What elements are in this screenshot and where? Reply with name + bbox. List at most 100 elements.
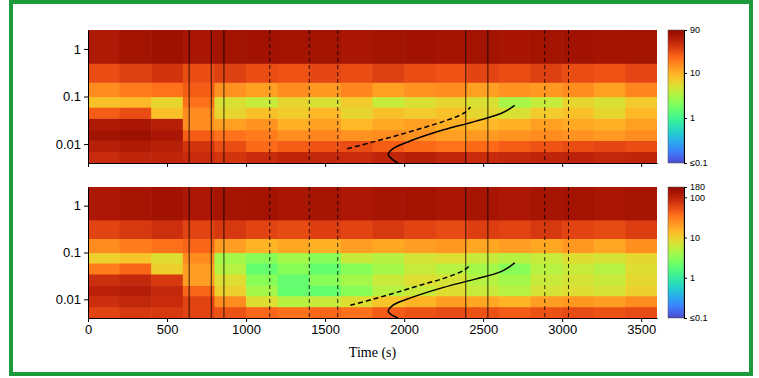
tick: 1000: [232, 318, 261, 337]
heatmap-cell: [625, 307, 657, 318]
heatmap-cell: [120, 107, 152, 119]
heatmap-cell: [309, 187, 341, 220]
tick-mark: [641, 163, 642, 167]
heatmap-cell: [625, 107, 657, 119]
heatmap-cell: [499, 274, 531, 286]
heatmap-cell: [625, 140, 657, 152]
tick-label: 0.1: [63, 245, 81, 260]
heatmap-cell: [88, 285, 120, 296]
tick-mark: [684, 318, 687, 319]
heatmap-cell: [183, 220, 215, 239]
tick-mark: [483, 163, 484, 167]
heatmap-cell: [120, 30, 152, 64]
heatmap-cell: [594, 97, 626, 108]
heatmap-cell: [278, 140, 310, 152]
heatmap-cell: [120, 307, 152, 318]
vertical-line: [189, 30, 190, 163]
vertical-line: [544, 30, 545, 163]
heatmap-cell: [278, 63, 310, 83]
heatmap-cell: [120, 296, 152, 308]
heatmap-cell: [562, 296, 594, 308]
heatmap-cell: [594, 307, 626, 318]
heatmap-cell: [531, 151, 563, 163]
heatmap-cell: [404, 307, 436, 318]
tick: [483, 163, 484, 167]
heatmap-cell: [309, 107, 341, 119]
heatmap-cell: [404, 30, 436, 64]
heatmap-cell: [278, 151, 310, 163]
tick-label: 0: [85, 322, 92, 337]
heatmap-cell: [341, 151, 373, 163]
vertical-line: [211, 30, 212, 163]
heatmap-cell: [120, 220, 152, 239]
heatmap-cell: [467, 296, 499, 308]
heatmap-cell: [594, 285, 626, 296]
heatmap-cell: [467, 151, 499, 163]
heatmap-cell: [309, 274, 341, 286]
heatmap-cell: [88, 118, 120, 130]
heatmap-cell: [562, 118, 594, 130]
axis-line: [89, 318, 658, 319]
heatmap-cell: [467, 263, 499, 275]
heatmap-cell: [309, 253, 341, 264]
tick-label: 100: [690, 193, 705, 203]
heatmap-cell: [594, 130, 626, 141]
heatmap-cell: [404, 253, 436, 264]
tick-mark: [88, 163, 89, 167]
tick: 1: [684, 113, 695, 123]
heatmap-cell: [341, 285, 373, 296]
heatmap-cell: [562, 220, 594, 239]
heatmap-cell: [214, 151, 246, 163]
tick-mark: [84, 49, 88, 50]
tick-label: 0.01: [56, 292, 81, 307]
heatmap-cell: [246, 82, 278, 97]
heatmap-cell: [309, 285, 341, 296]
tick-label: 1: [690, 113, 695, 123]
heatmap-cell: [214, 82, 246, 97]
heatmap-cell: [467, 30, 499, 64]
heatmap-cell: [499, 263, 531, 275]
heatmap-cell: [562, 187, 594, 220]
tick: 10: [684, 233, 700, 243]
heatmap-cell: [341, 63, 373, 83]
tick: 500: [157, 318, 179, 337]
tick-mark: [684, 238, 687, 239]
heatmap-cell: [183, 30, 215, 64]
heatmap-cell: [151, 63, 183, 83]
heatmap-cell: [309, 130, 341, 141]
heatmap-cell: [467, 220, 499, 239]
heatmap-cell: [278, 118, 310, 130]
heatmap-cell: [436, 307, 468, 318]
heatmap-cell: [151, 82, 183, 97]
heatmap-cell: [594, 107, 626, 119]
heatmap-cell: [278, 130, 310, 141]
heatmap-cell: [436, 238, 468, 253]
heatmap-cell: [404, 274, 436, 286]
heatmap-cell: [183, 238, 215, 253]
heatmap-cell: [278, 220, 310, 239]
heatmap-cell: [499, 63, 531, 83]
heatmap-cell: [436, 263, 468, 275]
heatmap-cell: [531, 118, 563, 130]
heatmap-cell: [183, 263, 215, 275]
heatmap-cell: [214, 118, 246, 130]
tick-label: 0.1: [63, 89, 81, 104]
heatmap-cell: [467, 253, 499, 264]
heatmap-cell: [625, 63, 657, 83]
heatmap-cell: [499, 130, 531, 141]
heatmap-cell: [246, 187, 278, 220]
plot-area: [88, 187, 657, 318]
heatmap-cell: [531, 238, 563, 253]
heatmap-cell: [88, 107, 120, 119]
heatmap-cell: [436, 63, 468, 83]
heatmap-cell: [467, 140, 499, 152]
heatmap-cell: [404, 82, 436, 97]
heatmap-cell: [309, 140, 341, 152]
tick-label: 500: [157, 322, 179, 337]
heatmap-cell: [309, 63, 341, 83]
heatmap-cell: [499, 151, 531, 163]
heatmap-cell: [278, 296, 310, 308]
heatmap-cell: [594, 296, 626, 308]
tick: 0.1: [63, 245, 88, 260]
heatmap-cell: [594, 63, 626, 83]
